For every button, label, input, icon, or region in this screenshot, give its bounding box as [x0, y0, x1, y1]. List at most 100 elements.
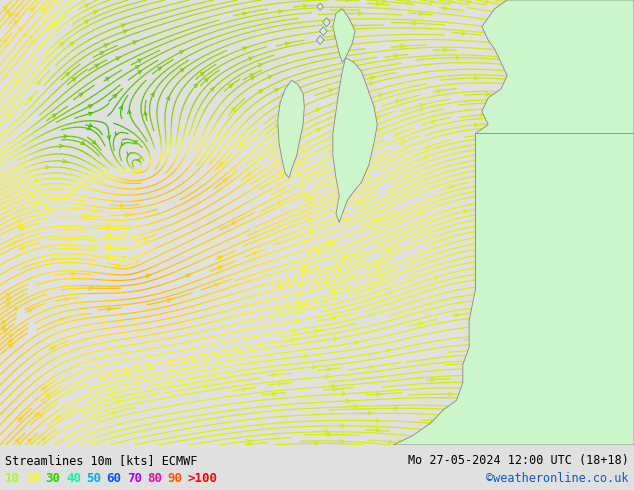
FancyArrowPatch shape: [620, 28, 624, 31]
FancyArrowPatch shape: [602, 183, 607, 186]
FancyArrowPatch shape: [479, 379, 484, 382]
FancyArrowPatch shape: [121, 24, 126, 27]
FancyArrowPatch shape: [19, 27, 22, 31]
Polygon shape: [333, 9, 355, 62]
FancyArrowPatch shape: [144, 112, 147, 115]
FancyArrowPatch shape: [529, 440, 534, 443]
FancyArrowPatch shape: [42, 8, 46, 11]
FancyArrowPatch shape: [299, 292, 303, 295]
FancyArrowPatch shape: [608, 68, 612, 71]
FancyArrowPatch shape: [340, 8, 344, 12]
FancyArrowPatch shape: [467, 0, 472, 3]
FancyArrowPatch shape: [377, 129, 382, 132]
FancyArrowPatch shape: [486, 414, 490, 417]
FancyArrowPatch shape: [553, 342, 558, 345]
FancyArrowPatch shape: [9, 14, 12, 17]
FancyArrowPatch shape: [365, 171, 368, 173]
FancyArrowPatch shape: [63, 160, 68, 163]
FancyArrowPatch shape: [553, 403, 557, 406]
FancyArrowPatch shape: [602, 138, 607, 141]
FancyArrowPatch shape: [146, 274, 151, 278]
FancyArrowPatch shape: [218, 266, 223, 270]
FancyArrowPatch shape: [456, 56, 461, 59]
FancyArrowPatch shape: [602, 388, 607, 391]
FancyArrowPatch shape: [498, 178, 503, 181]
FancyArrowPatch shape: [524, 227, 528, 231]
FancyArrowPatch shape: [352, 24, 357, 27]
FancyArrowPatch shape: [253, 252, 258, 255]
FancyArrowPatch shape: [378, 94, 384, 97]
FancyArrowPatch shape: [328, 89, 333, 92]
FancyArrowPatch shape: [510, 248, 515, 251]
FancyArrowPatch shape: [577, 434, 581, 438]
FancyArrowPatch shape: [315, 441, 320, 445]
FancyArrowPatch shape: [342, 392, 347, 395]
FancyArrowPatch shape: [607, 440, 612, 443]
FancyArrowPatch shape: [370, 76, 375, 79]
FancyArrowPatch shape: [474, 362, 478, 366]
Polygon shape: [320, 26, 327, 36]
FancyArrowPatch shape: [120, 204, 124, 207]
FancyArrowPatch shape: [572, 311, 576, 314]
FancyArrowPatch shape: [620, 0, 624, 2]
FancyArrowPatch shape: [37, 81, 41, 84]
FancyArrowPatch shape: [126, 214, 131, 217]
FancyArrowPatch shape: [300, 282, 304, 286]
FancyArrowPatch shape: [297, 160, 301, 163]
FancyArrowPatch shape: [295, 310, 300, 314]
FancyArrowPatch shape: [281, 94, 285, 97]
FancyArrowPatch shape: [299, 183, 303, 186]
FancyArrowPatch shape: [85, 4, 89, 7]
FancyArrowPatch shape: [614, 348, 619, 351]
FancyArrowPatch shape: [326, 281, 331, 284]
FancyArrowPatch shape: [506, 291, 510, 294]
FancyArrowPatch shape: [60, 43, 63, 46]
FancyArrowPatch shape: [481, 218, 486, 221]
FancyArrowPatch shape: [6, 10, 10, 14]
FancyArrowPatch shape: [376, 392, 380, 396]
FancyArrowPatch shape: [66, 73, 69, 76]
FancyArrowPatch shape: [259, 64, 263, 67]
Polygon shape: [278, 80, 304, 178]
FancyArrowPatch shape: [474, 123, 479, 126]
FancyArrowPatch shape: [341, 424, 346, 427]
FancyArrowPatch shape: [215, 283, 220, 287]
FancyArrowPatch shape: [476, 368, 481, 370]
FancyArrowPatch shape: [505, 287, 509, 290]
FancyArrowPatch shape: [614, 103, 619, 106]
FancyArrowPatch shape: [138, 59, 141, 62]
FancyArrowPatch shape: [14, 21, 18, 24]
Text: 60: 60: [107, 471, 122, 485]
FancyArrowPatch shape: [303, 4, 308, 8]
FancyArrowPatch shape: [396, 100, 401, 103]
FancyArrowPatch shape: [249, 57, 254, 60]
FancyArrowPatch shape: [1, 326, 5, 329]
FancyArrowPatch shape: [602, 208, 607, 211]
FancyArrowPatch shape: [571, 107, 576, 110]
Text: 70: 70: [127, 471, 142, 485]
FancyArrowPatch shape: [302, 269, 307, 272]
FancyArrowPatch shape: [413, 22, 418, 25]
FancyArrowPatch shape: [535, 87, 540, 90]
FancyArrowPatch shape: [35, 199, 39, 203]
FancyArrowPatch shape: [434, 276, 439, 279]
FancyArrowPatch shape: [394, 407, 398, 410]
FancyArrowPatch shape: [301, 273, 306, 276]
FancyArrowPatch shape: [133, 41, 138, 44]
FancyArrowPatch shape: [247, 440, 252, 443]
FancyArrowPatch shape: [60, 318, 65, 321]
FancyArrowPatch shape: [419, 12, 424, 15]
FancyArrowPatch shape: [529, 112, 533, 115]
Polygon shape: [333, 58, 377, 222]
Text: 90: 90: [167, 471, 183, 485]
FancyArrowPatch shape: [250, 77, 254, 80]
FancyArrowPatch shape: [127, 110, 131, 114]
FancyArrowPatch shape: [303, 194, 306, 197]
FancyArrowPatch shape: [243, 12, 247, 15]
FancyArrowPatch shape: [302, 264, 307, 267]
FancyArrowPatch shape: [481, 241, 486, 245]
FancyArrowPatch shape: [500, 136, 505, 140]
FancyArrowPatch shape: [137, 158, 141, 162]
FancyArrowPatch shape: [278, 112, 281, 115]
FancyArrowPatch shape: [279, 136, 283, 140]
